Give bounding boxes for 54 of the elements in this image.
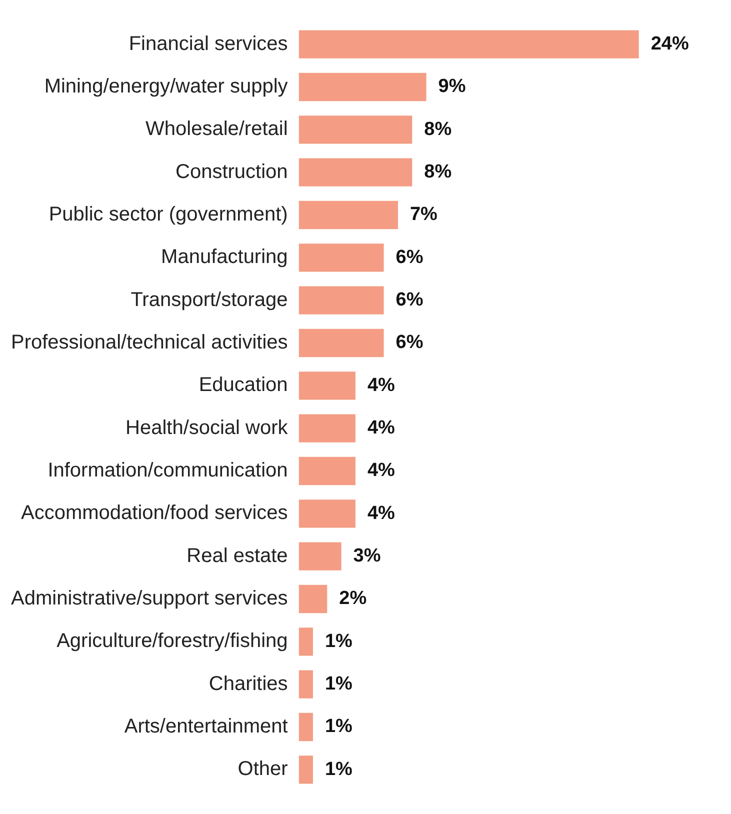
data-label: 6% bbox=[396, 246, 424, 268]
data-label: 4% bbox=[367, 374, 396, 396]
bar bbox=[298, 414, 356, 442]
bar bbox=[298, 372, 356, 400]
data-label: 9% bbox=[438, 76, 466, 98]
y-tick-label: Information/communication bbox=[48, 460, 288, 482]
y-tick-label: Wholesale/retail bbox=[146, 118, 288, 140]
y-tick-label: Public sector (government) bbox=[48, 204, 288, 226]
bar bbox=[298, 584, 328, 614]
data-label: 6% bbox=[396, 332, 424, 354]
y-tick-label: Professional/technical activities bbox=[11, 332, 288, 354]
data-label: 4% bbox=[367, 502, 396, 524]
data-label: 1% bbox=[324, 758, 353, 780]
data-label: 8% bbox=[424, 162, 452, 183]
y-tick-label: Health/social work bbox=[126, 416, 289, 439]
bar bbox=[298, 542, 342, 570]
y-tick-label: Accommodation/food services bbox=[21, 502, 288, 524]
data-label: 1% bbox=[324, 630, 353, 652]
data-label: 4% bbox=[367, 418, 396, 439]
y-tick-label: Transport/storage bbox=[130, 288, 288, 311]
bar bbox=[298, 200, 398, 230]
y-tick-label: Arts/entertainment bbox=[124, 716, 288, 738]
bar bbox=[298, 456, 356, 486]
y-tick-label: Education bbox=[198, 374, 288, 396]
y-tick-label: Other bbox=[238, 758, 288, 780]
y-tick-label: Administrative/support services bbox=[11, 588, 288, 610]
y-tick-label: Mining/energy/water supply bbox=[44, 76, 288, 98]
y-tick-label: Real estate bbox=[186, 544, 288, 567]
bar bbox=[298, 72, 426, 102]
y-tick-label: Charities bbox=[208, 672, 288, 695]
bar bbox=[298, 670, 313, 698]
data-label: 1% bbox=[324, 674, 353, 695]
data-label: 8% bbox=[424, 118, 452, 140]
bar bbox=[298, 328, 384, 358]
y-tick-label: Financial services bbox=[128, 32, 288, 55]
data-label: 24% bbox=[650, 34, 689, 55]
bar bbox=[298, 158, 412, 186]
bar bbox=[298, 116, 412, 144]
bar bbox=[298, 500, 356, 528]
bar bbox=[298, 286, 384, 314]
y-tick-label: Manufacturing bbox=[161, 246, 288, 268]
data-label: 1% bbox=[324, 716, 353, 738]
data-label: 7% bbox=[410, 204, 438, 226]
data-label: 2% bbox=[339, 588, 367, 610]
bar bbox=[298, 756, 313, 784]
bar bbox=[298, 30, 639, 58]
bar bbox=[298, 712, 313, 742]
data-label: 3% bbox=[353, 546, 381, 567]
data-label: 6% bbox=[396, 290, 424, 311]
bar bbox=[298, 244, 384, 272]
bar bbox=[298, 628, 313, 656]
data-label: 4% bbox=[367, 460, 396, 482]
y-tick-label: Agriculture/forestry/fishing bbox=[56, 630, 288, 652]
y-tick-label: Construction bbox=[176, 160, 288, 183]
